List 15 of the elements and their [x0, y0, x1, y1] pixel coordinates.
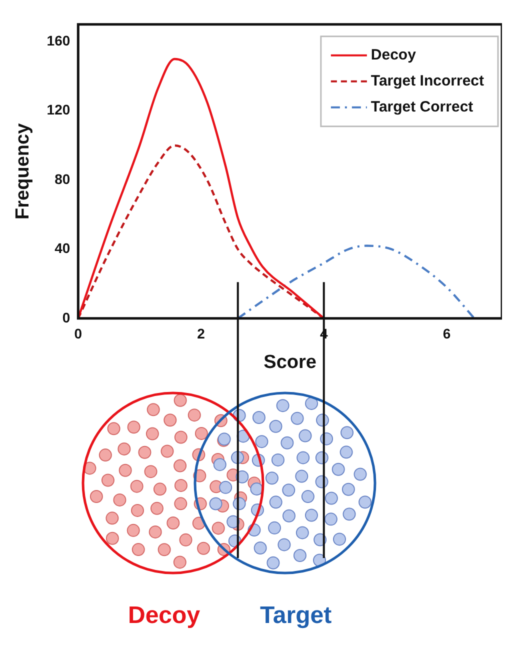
- y-tick-label: 40: [54, 240, 70, 256]
- y-axis-title: Frequency: [12, 122, 34, 220]
- x-tick-label: 2: [197, 326, 206, 342]
- y-tick-label: 80: [54, 170, 70, 187]
- y-tick-label: 0: [62, 309, 70, 326]
- legend-label: Decoy: [370, 46, 417, 64]
- x-tick-label: 0: [74, 326, 82, 342]
- text: Target: [260, 602, 332, 630]
- legend-label: Target Incorrect: [370, 72, 484, 90]
- x-tick-label: 6: [442, 326, 451, 342]
- y-tick-label: 160: [46, 32, 70, 49]
- x-axis-title: Score: [264, 352, 316, 373]
- legend-label: Target Correct: [370, 98, 474, 116]
- y-tick-label: 120: [46, 102, 70, 118]
- text: Decoy: [128, 602, 200, 630]
